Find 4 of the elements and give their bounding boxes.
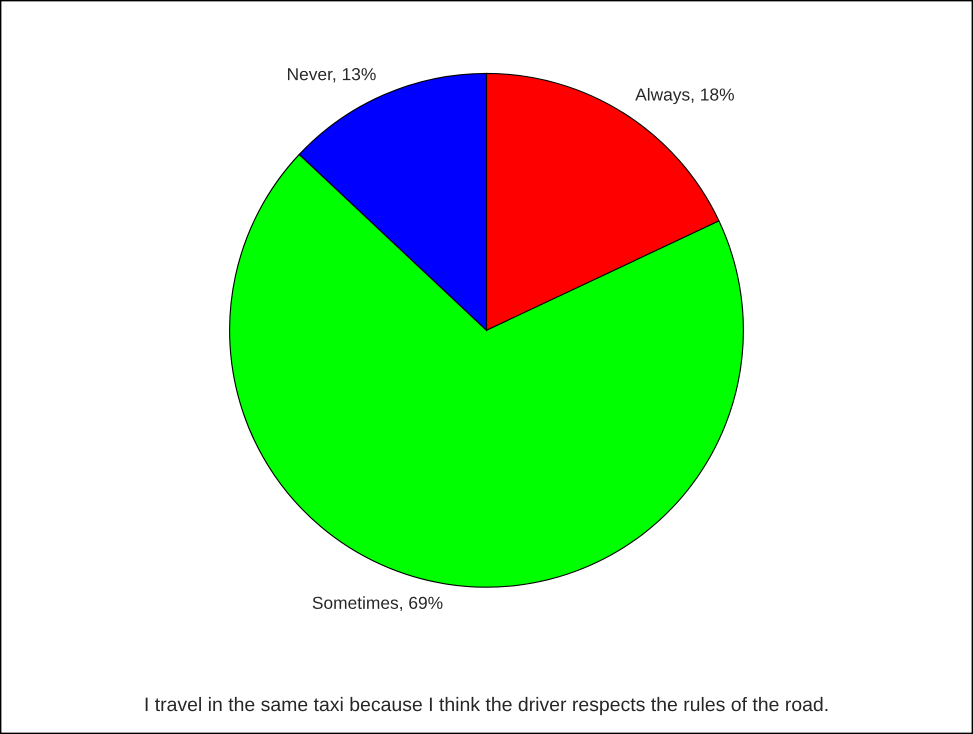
slice-label: Never, 13% <box>288 68 376 82</box>
slice-label: Always, 18% <box>635 88 734 104</box>
text: I travel in the same taxi because I think the driver respects the rules of the road. <box>146 696 828 716</box>
slice-label: Sometimes, 69% <box>312 596 442 612</box>
